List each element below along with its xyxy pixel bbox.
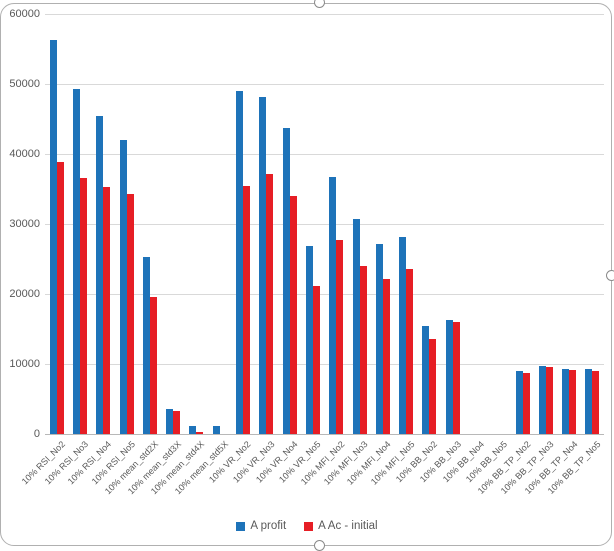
bar-group: 10% VR_No2 bbox=[207, 15, 254, 485]
bar-group: 10% RSI_No2 bbox=[19, 15, 68, 486]
bar-group: 10% BB_No5 bbox=[464, 15, 511, 484]
bar-group: 10% MFI_No3 bbox=[322, 15, 371, 487]
bar-a-ac-initial[interactable] bbox=[79, 178, 87, 435]
bar-a-ac-initial[interactable] bbox=[522, 373, 530, 435]
bar-a-ac-initial[interactable] bbox=[336, 239, 344, 435]
gridline bbox=[45, 84, 604, 85]
legend-label: A Ac - initial bbox=[318, 520, 378, 532]
bar-group: 10% BB_No2 bbox=[394, 15, 441, 484]
bar-a-profit[interactable] bbox=[236, 91, 244, 435]
bar-group: 10% BB_TP_No4 bbox=[522, 15, 581, 496]
bar-a-profit[interactable] bbox=[305, 246, 313, 435]
bar-a-profit[interactable] bbox=[352, 219, 360, 435]
y-axis-label[interactable]: 40000 bbox=[9, 148, 40, 160]
bar-a-profit[interactable] bbox=[399, 236, 407, 435]
y-axis-label[interactable]: 60000 bbox=[9, 8, 40, 20]
x-axis-line bbox=[45, 434, 604, 435]
bar-a-profit[interactable] bbox=[259, 96, 267, 435]
bar-a-ac-initial[interactable] bbox=[569, 369, 577, 435]
bar-a-profit[interactable] bbox=[445, 320, 453, 435]
bar-group: 10% VR_No3 bbox=[231, 15, 278, 485]
bar-group: 10% RSI_No3 bbox=[43, 15, 91, 486]
bar-a-ac-initial[interactable] bbox=[149, 297, 157, 435]
bar-group: 10% MFI_No5 bbox=[368, 15, 417, 487]
bar-a-profit[interactable] bbox=[189, 425, 197, 435]
bar-a-ac-initial[interactable] bbox=[452, 322, 460, 435]
bar-a-ac-initial[interactable] bbox=[382, 278, 390, 435]
legend-swatch-blue bbox=[236, 521, 246, 531]
bar-a-profit[interactable] bbox=[72, 89, 80, 435]
bar-a-profit[interactable] bbox=[212, 425, 220, 435]
y-axis-label[interactable]: 10000 bbox=[9, 358, 40, 370]
bar-group: 10% RSI_No5 bbox=[89, 15, 138, 486]
bar-group: 10% mean_std5X bbox=[172, 15, 231, 496]
bar-group: 10% BB_TP_No3 bbox=[499, 15, 557, 496]
bar-group: 10% mean_std4X bbox=[149, 15, 208, 496]
bar-a-ac-initial[interactable] bbox=[289, 196, 297, 435]
gridline bbox=[45, 154, 604, 155]
y-axis-label[interactable]: 30000 bbox=[9, 218, 40, 230]
bar-a-ac-initial[interactable] bbox=[103, 187, 111, 435]
bar-group: 10% BB_No4 bbox=[441, 15, 487, 484]
bar-a-ac-initial[interactable] bbox=[406, 269, 414, 435]
legend-swatch-red bbox=[304, 521, 314, 531]
legend-item-a-ac-initial[interactable]: A Ac - initial bbox=[304, 520, 378, 532]
gridline bbox=[45, 224, 604, 225]
gridline bbox=[45, 364, 604, 365]
bar-a-profit[interactable] bbox=[538, 365, 546, 435]
bar-a-ac-initial[interactable] bbox=[429, 339, 437, 435]
bar-a-ac-initial[interactable] bbox=[126, 194, 134, 435]
bar-a-profit[interactable] bbox=[562, 368, 570, 435]
bar-a-ac-initial[interactable] bbox=[56, 162, 64, 435]
gridline bbox=[45, 294, 604, 295]
bar-group: 10% RSI_No4 bbox=[66, 15, 115, 486]
bar-group: 10% BB_TP_No2 bbox=[476, 15, 534, 496]
bar-group: 10% VR_No4 bbox=[254, 15, 301, 485]
plot-area: 10% RSI_No2 10% RSI_No3 10% RSI_No4 10% RSI… bbox=[19, 14, 604, 496]
legend-label: A profit bbox=[250, 520, 287, 532]
bar-group: 10% mean_std3X bbox=[126, 15, 184, 496]
bar-a-profit[interactable] bbox=[49, 40, 57, 435]
bar-a-profit[interactable] bbox=[96, 115, 104, 435]
bar-group: 10% mean_std2X bbox=[103, 15, 161, 496]
bar-group: 10% MFI_No4 bbox=[345, 15, 394, 487]
bar-group: 10% MFI_No2 bbox=[299, 15, 348, 487]
bar-group: 10% BB_TP_No5 bbox=[546, 15, 604, 496]
bar-a-ac-initial[interactable] bbox=[545, 367, 553, 435]
gridline bbox=[45, 14, 604, 15]
selection-handle-bottom[interactable] bbox=[314, 540, 325, 551]
bar-a-profit[interactable] bbox=[422, 325, 430, 435]
y-axis[interactable]: 0 10000 20000 30000 40000 50000 60000 bbox=[0, 8, 40, 440]
bar-a-profit[interactable] bbox=[585, 369, 593, 435]
bar-a-profit[interactable] bbox=[166, 409, 174, 435]
bar-a-profit[interactable] bbox=[329, 177, 337, 435]
y-axis-label[interactable]: 50000 bbox=[9, 78, 40, 90]
selection-handle-top[interactable] bbox=[314, 0, 325, 8]
bar-a-profit[interactable] bbox=[142, 257, 150, 435]
bar-group: 10% BB_No3 bbox=[417, 15, 464, 484]
bar-a-profit[interactable] bbox=[515, 371, 523, 435]
bar-a-profit[interactable] bbox=[119, 140, 127, 435]
bar-a-ac-initial[interactable] bbox=[173, 411, 181, 435]
bar-a-profit[interactable] bbox=[375, 243, 383, 435]
legend-item-a-profit[interactable]: A profit bbox=[236, 520, 286, 532]
bar-group: 10% VR_No5 bbox=[277, 15, 324, 485]
bar-a-ac-initial[interactable] bbox=[243, 185, 251, 435]
bar-a-ac-initial[interactable] bbox=[359, 266, 367, 435]
bar-a-ac-initial[interactable] bbox=[196, 431, 204, 435]
bar-a-ac-initial[interactable] bbox=[312, 285, 320, 435]
bar-a-ac-initial[interactable] bbox=[592, 370, 600, 435]
bar-a-profit[interactable] bbox=[282, 128, 290, 435]
y-axis-label[interactable]: 20000 bbox=[9, 288, 40, 300]
chart-legend[interactable]: A profit A Ac - initial bbox=[0, 520, 614, 532]
y-axis-label[interactable]: 0 bbox=[33, 428, 40, 440]
selection-handle-right[interactable] bbox=[606, 270, 614, 281]
bar-a-ac-initial[interactable] bbox=[266, 173, 274, 435]
